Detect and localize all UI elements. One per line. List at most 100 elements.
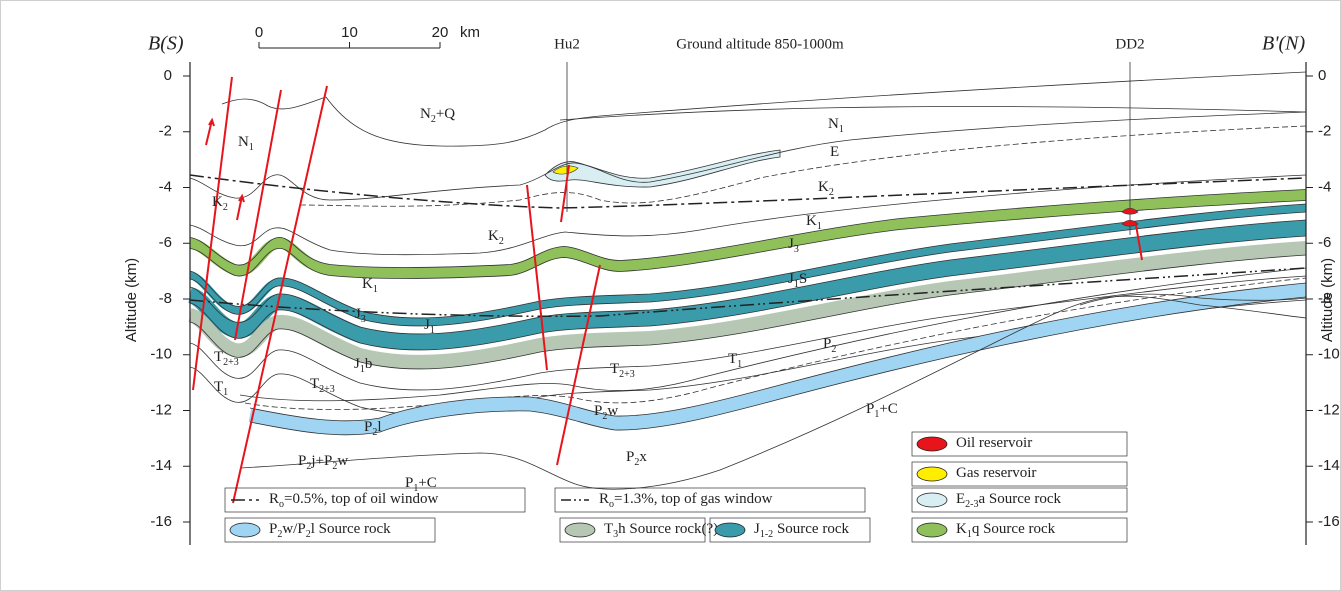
formation-label-part: 2 xyxy=(223,202,228,213)
legend-label-part: l Source rock xyxy=(311,521,391,537)
formation-label-part: 2 xyxy=(831,344,836,355)
formation-label-part: l xyxy=(377,419,381,435)
scale-label: 0 xyxy=(255,24,263,41)
formation-label-part: P xyxy=(823,336,831,352)
formation-label-part: T xyxy=(214,349,223,365)
legend-swatch xyxy=(715,523,745,537)
y-tick-label: -14 xyxy=(150,457,172,474)
formation-label-part: 2 xyxy=(829,187,834,198)
formation-label-part: w xyxy=(337,453,348,469)
scale-label: 10 xyxy=(341,24,358,41)
legend-swatch xyxy=(917,467,947,481)
y-tick-label: 0 xyxy=(1318,67,1326,84)
formation-label-part: E xyxy=(830,144,839,160)
formation-label-part: 2+3 xyxy=(319,384,335,395)
formation-label-part: 3 xyxy=(361,314,366,325)
formation-label-part: T xyxy=(728,351,737,367)
y-tick-label: -12 xyxy=(1318,401,1340,418)
formation-label-part: T xyxy=(214,379,223,395)
y-tick-label: -10 xyxy=(150,346,172,363)
legend-label-part: 1-2 xyxy=(760,529,773,540)
formation-label-part: P xyxy=(298,453,306,469)
ground-altitude: Ground altitude 850-1000m xyxy=(676,36,844,52)
formation-label-part: P xyxy=(866,401,874,417)
formation-label-part: K xyxy=(818,179,829,195)
formation-label-part: 1 xyxy=(430,325,435,336)
legend-label: Gas reservoir xyxy=(956,465,1036,481)
legend-label-part: P xyxy=(269,521,277,537)
y-tick-label: -4 xyxy=(159,178,172,195)
legend-label-part: w/P xyxy=(282,521,305,537)
axis-label: Altitude (km) xyxy=(123,258,140,342)
legend-swatch xyxy=(230,523,260,537)
y-tick-label: -6 xyxy=(1318,234,1331,251)
formation-label-part: 1 xyxy=(839,124,844,135)
legend-label-part: E xyxy=(956,491,965,507)
scale-label: 20 xyxy=(432,24,449,41)
formation-label-part: K xyxy=(362,276,373,292)
y-tick-label: -12 xyxy=(150,401,172,418)
formation-label-part: P xyxy=(594,403,602,419)
scale-unit: km xyxy=(460,24,480,41)
formation-label-part: 1 xyxy=(249,142,254,153)
legend-swatch xyxy=(565,523,595,537)
legend-label-part: =1.3%, top of gas window xyxy=(614,491,773,507)
formation-label-part: 1 xyxy=(737,359,742,370)
formation-label-part: x xyxy=(639,449,647,465)
formation-label-part: P xyxy=(364,419,372,435)
y-tick-label: -8 xyxy=(1318,290,1331,307)
y-tick-label: -10 xyxy=(1318,346,1340,363)
y-tick-label: -4 xyxy=(1318,178,1331,195)
formation-label-part: N xyxy=(828,116,839,132)
formation-label-part: w xyxy=(607,403,618,419)
formation-label: E xyxy=(830,144,839,160)
well-name: Hu2 xyxy=(554,36,580,52)
legend-label-part: Source rock xyxy=(773,521,849,537)
formation-label-part: 3 xyxy=(794,244,799,255)
formation-label-part: 1 xyxy=(817,221,822,232)
formation-label-part: N xyxy=(238,134,249,150)
legend-swatch xyxy=(917,437,947,451)
formation-label-part: b xyxy=(365,356,373,372)
y-tick-label: -2 xyxy=(159,123,172,140)
legend-label-part: Gas reservoir xyxy=(956,465,1036,481)
legend-label-part: R xyxy=(269,491,279,507)
section-end-right: B'(N) xyxy=(1262,33,1305,55)
legend-label-part: =0.5%, top of oil window xyxy=(284,491,438,507)
formation-label-part: +Q xyxy=(436,106,455,122)
y-tick-label: -8 xyxy=(159,290,172,307)
y-tick-label: -6 xyxy=(159,234,172,251)
formation-label-part: 2+3 xyxy=(223,357,239,368)
formation-label-part: T xyxy=(610,361,619,377)
formation-label-part: 1 xyxy=(373,284,378,295)
legend-label-part: Oil reservoir xyxy=(956,435,1032,451)
legend-label-part: K xyxy=(956,521,967,537)
y-tick-label: -16 xyxy=(150,513,172,530)
formation-label-part: K xyxy=(488,228,499,244)
formation-label-part: 1 xyxy=(223,387,228,398)
legend-label: Oil reservoir xyxy=(956,435,1032,451)
formation-label-part: K xyxy=(806,213,817,229)
formation-label-part: S xyxy=(799,271,807,287)
legend-label-part: T xyxy=(604,521,613,537)
formation-label-part: T xyxy=(310,376,319,392)
y-tick-label: -2 xyxy=(1318,123,1331,140)
formation-label-part: 2+3 xyxy=(619,369,635,380)
legend-label-part: q Source rock xyxy=(972,521,1056,537)
formation-label-part: +C xyxy=(879,401,897,417)
well-name: DD2 xyxy=(1115,36,1144,52)
formation-label-part: P xyxy=(405,475,413,491)
formation-label-part: K xyxy=(212,194,223,210)
legend-label-part: a Source rock xyxy=(979,491,1062,507)
legend-label-part: 2-3 xyxy=(965,499,978,510)
y-tick-label: -14 xyxy=(1318,457,1340,474)
legend-label-part: h Source rock(?) xyxy=(618,521,718,537)
legend-swatch xyxy=(917,493,947,507)
formation-label-part: N xyxy=(420,106,431,122)
formation-label-part: 2 xyxy=(499,236,504,247)
legend-swatch xyxy=(917,523,947,537)
y-tick-label: 0 xyxy=(164,67,172,84)
formation-label-part: P xyxy=(626,449,634,465)
formation-label-part: +C xyxy=(418,475,436,491)
y-tick-label: -16 xyxy=(1318,513,1340,530)
